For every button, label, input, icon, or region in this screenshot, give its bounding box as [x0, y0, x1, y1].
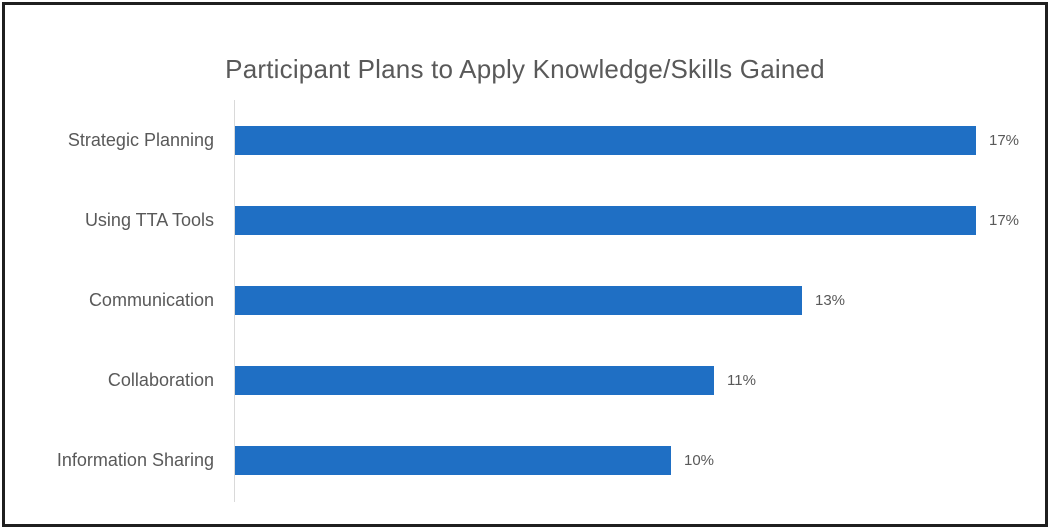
chart-title: Participant Plans to Apply Knowledge/Ski… [225, 54, 825, 84]
category-label: Communication [88, 289, 214, 310]
value-label: 13% [815, 291, 846, 309]
bar [235, 125, 976, 155]
category-axis-line [234, 100, 235, 502]
bar-row: Information Sharing 10% [0, 420, 1050, 500]
bar [235, 365, 714, 395]
category-label: Information Sharing [56, 449, 214, 470]
bar-row: Communication 13% [0, 260, 1050, 340]
bar-row: Strategic Planning 17% [0, 100, 1050, 180]
bar-track: 13% [235, 260, 1050, 340]
bar-rows: Strategic Planning 17% Using TTA Tools 17% C… [0, 100, 1050, 500]
bar [235, 285, 802, 315]
category-label: Collaboration [107, 369, 214, 390]
value-label: 17% [989, 131, 1020, 149]
bar-row: Collaboration 11% [0, 340, 1050, 420]
category-label: Using TTA Tools [84, 209, 214, 230]
bar-track: 17% [235, 100, 1050, 180]
bar-track: 11% [235, 340, 1050, 420]
bar-row: Using TTA Tools 17% [0, 180, 1050, 260]
value-label: 17% [989, 211, 1020, 229]
bar [235, 445, 671, 475]
value-label: 11% [727, 371, 756, 389]
bar-track: 17% [235, 180, 1050, 260]
bar [235, 205, 976, 235]
value-label: 10% [684, 451, 715, 469]
category-label: Strategic Planning [67, 129, 214, 150]
bar-track: 10% [235, 420, 1050, 500]
